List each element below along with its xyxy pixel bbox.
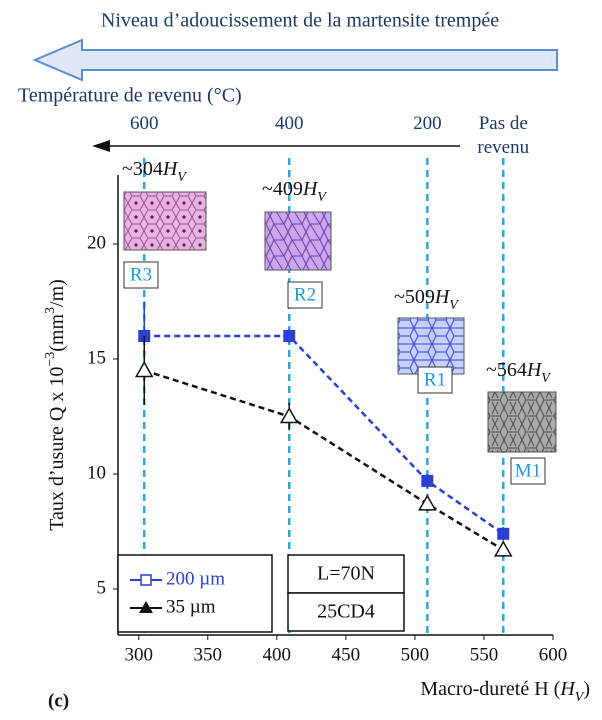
x-tick-label: 400 [263,644,292,665]
sample-box [510,457,546,485]
x2-tick-label: 400 [274,113,304,134]
x2-tick-label: Pas de revenu [477,113,530,158]
legend-marker [140,574,152,586]
point [283,330,296,342]
x-tick-label: 350 [194,644,223,665]
hardness-value: ~564 [486,359,527,381]
point [421,474,434,487]
x2-tick-label: 200 [413,113,442,134]
x2-tick-text: Pas de revenu [477,113,530,158]
x-label-part: ) [583,678,590,700]
sample-box [417,366,453,394]
sample-box [123,261,159,289]
point [134,360,154,378]
x-label-unit-sub: V [575,690,585,705]
sample-label: M1 [515,460,541,481]
sample-label: R3 [130,264,152,285]
x2-axis-label: Température de revenu (°C) [18,85,242,107]
legend-box [117,554,273,633]
y-tick-label: 20 [87,232,106,253]
hardness-unit-sub: V [317,190,327,205]
hardness-value: ~409 [262,178,303,200]
x2-tick-text: 400 [274,113,304,134]
chart-title: Niveau d’adoucissement de la martensite … [101,10,499,32]
hardness-label: ~564HV [486,359,551,386]
y-tick-label: 10 [87,462,106,483]
hardness-unit: H [434,286,451,308]
legend-marker [139,601,153,613]
x-tick-label: 300 [124,644,153,665]
legend-label: 35 µm [166,596,216,617]
x-tick-label: 600 [539,644,568,665]
sample-box [287,281,323,309]
hardness-unit-sub: V [177,170,187,185]
x2-tick-text: 600 [129,113,159,134]
hardness-value: ~509 [394,286,435,308]
y-tick-label: 15 [87,347,106,368]
panel-label: (c) [48,690,69,711]
title-arrow [32,38,558,82]
sample-label: R1 [424,369,446,390]
hardness-value: ~304 [122,158,163,180]
hardness-unit: H [526,359,543,381]
x-tick-label: 500 [401,644,430,665]
series-line [143,369,504,551]
y-label-part: Taux d’usure Q x 10 [46,367,68,531]
x-tick-label: 550 [470,644,499,665]
hardness-unit-sub: V [449,298,459,313]
hardness-label: ~304HV [122,158,187,185]
x2-arrow-head [92,140,110,152]
point [493,540,513,557]
sample-label: R2 [294,284,316,305]
micrograph [487,391,557,453]
micrograph [264,211,332,271]
hardness-label: ~509HV [394,286,459,313]
x-axis-label: Macro-dureté H (HV) [420,678,590,705]
condition-label: L=70N [317,563,375,585]
micrograph [397,317,465,375]
hardness-unit: H [162,158,179,180]
y-tick-label: 5 [97,577,107,598]
micrograph [123,191,207,251]
point [497,527,510,540]
condition-box [287,554,405,594]
x-tick-label: 450 [332,644,361,665]
hardness-label: ~409HV [262,178,327,205]
hardness-unit: H [302,178,319,200]
y-label-part: (mm [46,314,68,352]
y-label-part: −3 [43,352,58,367]
condition-label: 25CD4 [317,601,375,623]
legend-label: 200 µm [166,568,225,589]
y-axis-label: Taux d’usure Q x 10−3(mm3/m) [43,279,68,531]
point [418,494,437,511]
x-label-part: Macro-dureté H ( [420,678,560,700]
condition-box [287,592,405,632]
y-label-part: 3 [43,307,58,314]
series-line [144,334,505,535]
y-label-part: /m) [46,279,68,307]
point [279,406,299,424]
hardness-unit-sub: V [541,371,551,386]
x2-tick-label: 600 [129,113,159,134]
x-label-unit: H [559,678,576,700]
x2-tick-text: 200 [413,113,442,134]
